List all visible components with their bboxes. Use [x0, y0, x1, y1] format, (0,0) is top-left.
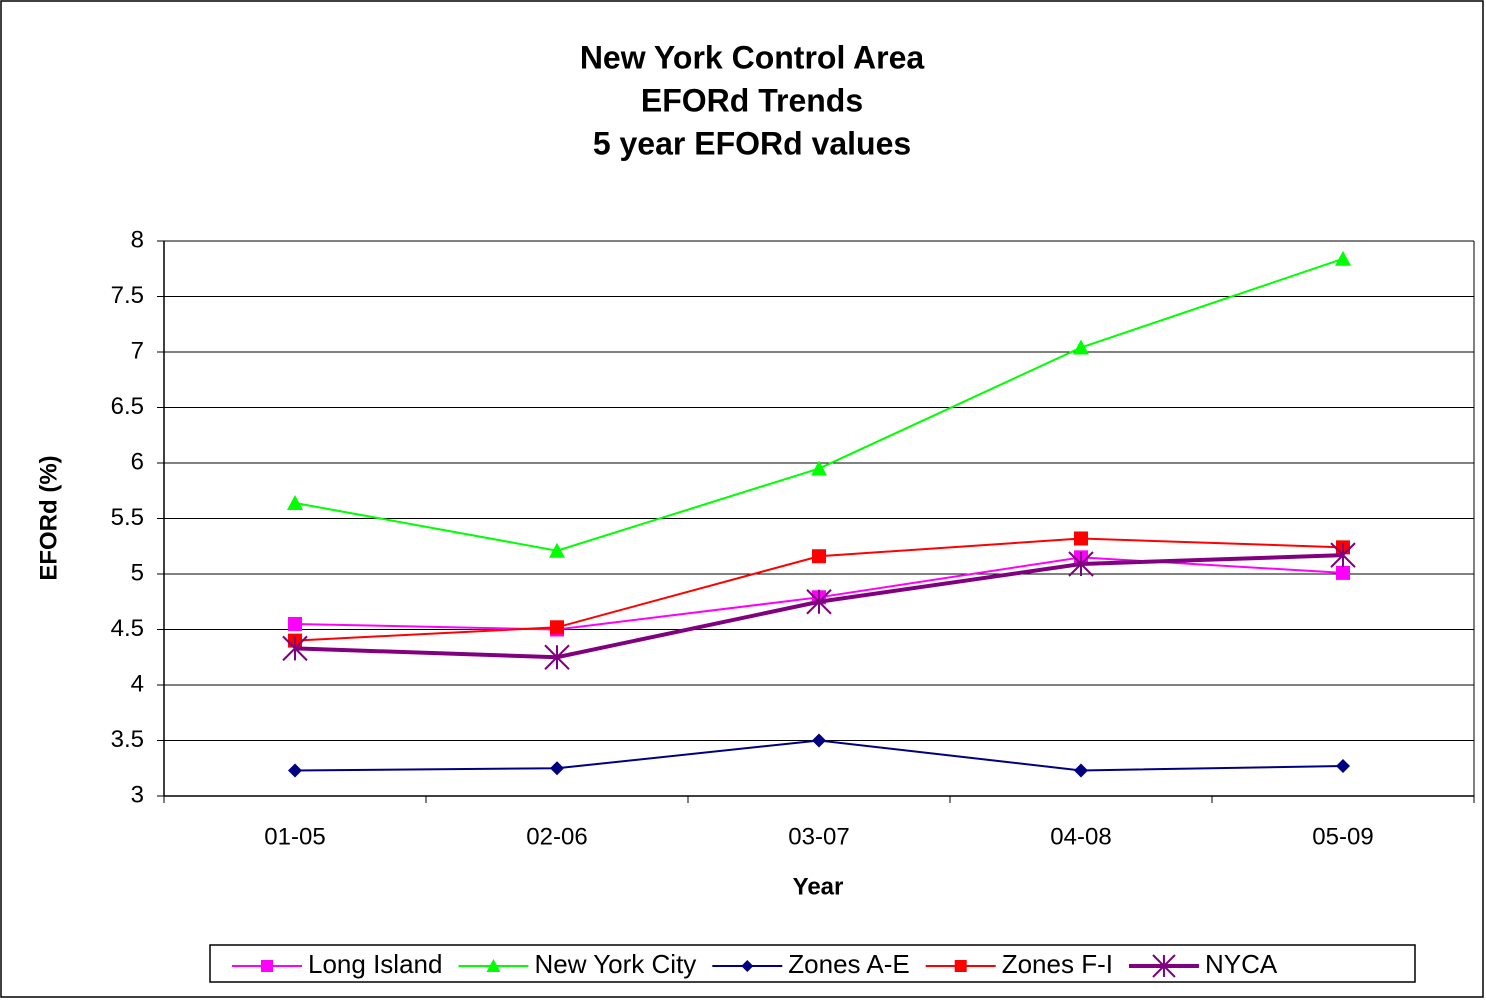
y-tick-label: 4	[131, 670, 144, 697]
marker	[1336, 759, 1350, 774]
legend-item: Zones F-I	[925, 949, 1113, 979]
marker	[1073, 339, 1089, 355]
y-tick-label: 7.5	[111, 282, 144, 309]
legend-box	[209, 944, 1416, 983]
legend-item: NYCA	[1128, 949, 1278, 979]
x-tick-label: 04-08	[1050, 823, 1111, 850]
x-tick-label: 01-05	[264, 823, 325, 850]
y-tick-label: 4.5	[111, 615, 144, 642]
marker	[1068, 551, 1094, 577]
y-tick-label: 3.5	[111, 726, 144, 753]
marker	[1330, 542, 1356, 568]
marker	[261, 960, 273, 972]
marker	[806, 589, 832, 615]
chart-title: EFORd Trends	[641, 82, 863, 118]
marker	[1074, 763, 1088, 778]
marker	[282, 635, 308, 662]
x-tick-label: 05-09	[1312, 823, 1373, 850]
marker	[1152, 954, 1176, 978]
y-tick-label: 6.5	[111, 393, 144, 420]
x-axis-title: Year	[793, 873, 844, 900]
legend-label: NYCA	[1205, 949, 1278, 979]
marker	[811, 460, 827, 476]
chart-title: New York Control Area	[580, 39, 925, 75]
legend-item: Long Island	[232, 949, 442, 979]
y-tick-label: 5	[131, 559, 144, 586]
y-tick-label: 5.5	[111, 504, 144, 531]
marker	[287, 494, 303, 510]
y-tick-label: 7	[131, 337, 144, 364]
y-tick-label: 8	[131, 226, 144, 253]
marker	[1336, 565, 1350, 580]
marker	[741, 960, 754, 972]
marker	[550, 761, 564, 776]
marker	[550, 620, 564, 635]
legend-item: Zones A-E	[712, 949, 910, 979]
marker	[288, 763, 302, 778]
marker	[486, 959, 501, 972]
legend-label: New York City	[534, 949, 696, 979]
legend-label: Zones A-E	[788, 949, 909, 979]
chart-title: 5 year EFORd values	[593, 125, 911, 161]
marker	[812, 733, 826, 748]
marker	[544, 644, 570, 670]
marker	[1074, 531, 1088, 546]
legend-item: New York City	[458, 949, 696, 979]
marker	[812, 549, 826, 564]
legend-label: Long Island	[308, 949, 442, 979]
y-tick-label: 6	[131, 448, 144, 475]
marker	[549, 542, 565, 558]
marker	[954, 960, 967, 972]
x-tick-label: 02-06	[526, 823, 587, 850]
legend-label: Zones F-I	[1002, 949, 1113, 979]
marker	[288, 616, 302, 631]
y-tick-label: 3	[131, 781, 144, 808]
y-axis-title: EFORd (%)	[35, 455, 62, 580]
x-tick-label: 03-07	[788, 823, 849, 850]
marker	[1335, 250, 1351, 266]
